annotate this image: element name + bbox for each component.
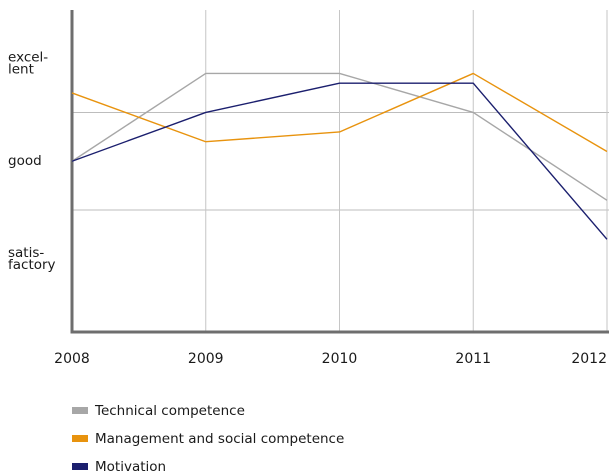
x-tick-label: 2009: [188, 351, 224, 367]
legend-item: Motivation: [72, 459, 166, 473]
chart-legend: Technical competence Management and socia…: [72, 403, 344, 473]
legend-swatch: [72, 407, 88, 414]
y-tick-label: satis-factory: [8, 245, 56, 273]
y-axis-labels: satis-factory good excel-lent: [8, 50, 56, 273]
chart-series: [71, 72, 608, 240]
legend-label: Management and social competence: [95, 431, 344, 447]
y-tick-label: good: [8, 153, 42, 169]
x-axis-labels: 2008 2009 2010 2011 2012: [54, 351, 607, 367]
series-line-1: [71, 72, 608, 201]
legend-label: Motivation: [95, 459, 166, 473]
legend-swatch: [72, 463, 88, 470]
legend-label: Technical competence: [94, 403, 245, 419]
legend-swatch: [72, 435, 88, 442]
chart-grid: [72, 10, 609, 332]
legend-item: Management and social competence: [72, 431, 344, 447]
x-tick-label: 2011: [455, 351, 491, 367]
x-tick-label: 2008: [54, 351, 90, 367]
chart-axes: [70, 10, 609, 334]
x-tick-label: 2010: [322, 351, 358, 367]
series-line-3: [71, 82, 608, 240]
y-tick-label: excel-lent: [8, 50, 48, 78]
series-line-2: [71, 72, 608, 153]
legend-item: Technical competence: [72, 403, 245, 419]
x-tick-label: 2012: [571, 351, 607, 367]
